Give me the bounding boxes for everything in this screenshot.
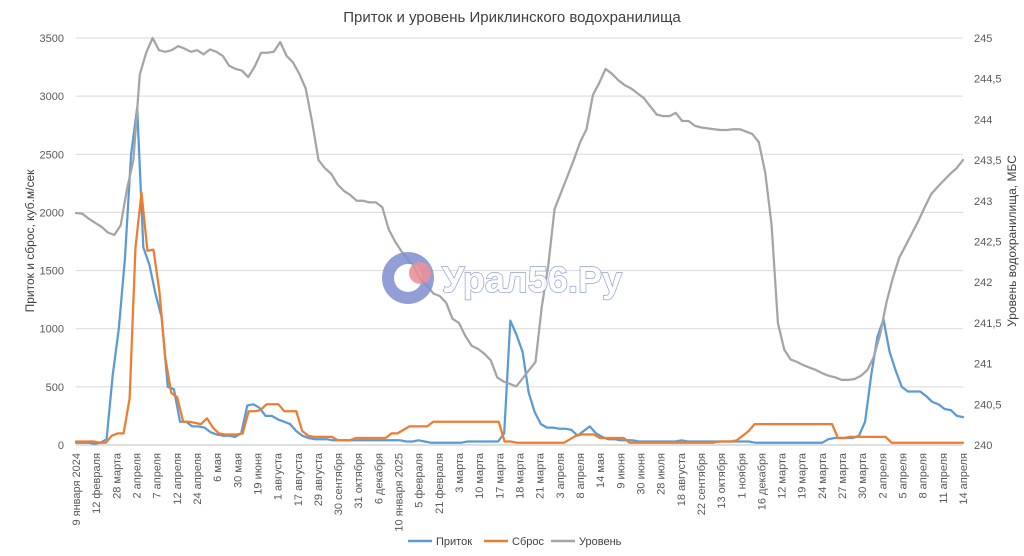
right-tick-label: 244,5 xyxy=(974,74,1002,86)
x-tick-label: 30 сентября xyxy=(333,453,345,515)
right-tick-label: 242 xyxy=(974,277,992,289)
x-tick-label: 16 декабря xyxy=(756,453,768,510)
gridlines xyxy=(76,37,963,446)
x-tick-label: 19 марта xyxy=(797,452,809,499)
x-tick-label: 9 июня xyxy=(615,453,627,489)
x-tick-label: 5 февраля xyxy=(414,453,426,508)
x-tick-label: 14 апреля xyxy=(958,453,970,505)
x-tick-label: 12 апреля xyxy=(172,453,184,505)
x-tick-label: 11 апреля xyxy=(938,453,950,504)
x-tick-label: 24 апреля xyxy=(192,453,204,505)
watermark-text: Урал56.Ру xyxy=(442,259,622,300)
left-axis-title: Приток и сброс, куб.м/сек xyxy=(23,169,37,313)
x-tick-label: 12 февраля xyxy=(91,453,103,514)
x-tick-label: 30 мая xyxy=(232,453,244,488)
x-tick-label: 6 декабря xyxy=(373,453,385,504)
legend: Приток Сброс Уровень xyxy=(408,536,622,548)
left-tick-label: 0 xyxy=(58,440,64,452)
x-tick-label: 7 апреля xyxy=(152,453,164,499)
x-tick-label: 2 апреля xyxy=(877,453,889,499)
right-tick-label: 243 xyxy=(974,196,992,208)
x-tick-label: 8 апреля xyxy=(575,453,587,499)
watermark: Урал56.Ру xyxy=(382,252,623,304)
series-line-3 xyxy=(74,36,965,388)
left-tick-label: 3000 xyxy=(40,91,64,103)
right-tick-label: 241,5 xyxy=(974,318,1002,330)
x-tick-label: 3 марта xyxy=(454,452,466,493)
x-tick-label: 6 мая xyxy=(212,453,224,482)
left-tick-label: 3500 xyxy=(40,33,64,45)
right-axis-ticks: 240 240,5 241 241,5 242 242,5 243 243,5 244 244,5… xyxy=(974,33,1002,452)
x-tick-label: 19 июня xyxy=(252,453,264,495)
x-axis-ticks: 9 января 2024 12 февраля 28 марта 2 апреля 7… xyxy=(71,452,970,532)
x-tick-label: 21 февраля xyxy=(434,453,446,514)
right-tick-label: 241 xyxy=(974,359,992,371)
x-tick-label: 8 апреля xyxy=(918,453,930,499)
x-tick-label: 17 марта xyxy=(494,452,506,499)
right-tick-label: 243,5 xyxy=(974,155,1002,167)
left-tick-label: 1500 xyxy=(40,266,64,278)
left-tick-label: 2500 xyxy=(40,149,64,161)
left-tick-label: 2000 xyxy=(40,207,64,219)
right-tick-label: 240,5 xyxy=(974,399,1002,411)
x-tick-label: 31 октября xyxy=(353,453,365,509)
x-tick-label: 24 марта xyxy=(817,452,829,499)
legend-label: Сброс xyxy=(512,536,544,548)
left-tick-label: 500 xyxy=(46,382,64,394)
left-tick-label: 1000 xyxy=(40,324,64,336)
right-tick-label: 245 xyxy=(974,33,992,45)
x-tick-label: 13 октября xyxy=(716,453,728,509)
legend-label: Приток xyxy=(436,536,472,548)
x-tick-label: 28 июля xyxy=(656,453,668,495)
series-line-2 xyxy=(74,191,965,444)
x-tick-label: 14 мая xyxy=(595,453,607,488)
x-tick-label: 21 марта xyxy=(535,452,547,499)
watermark-logo-dot xyxy=(409,262,431,284)
x-tick-label: 1 ноября xyxy=(736,453,748,499)
chart-title: Приток и уровень Ириклинского водохранил… xyxy=(343,9,681,26)
right-axis-title: Уровень водохранилища, МБС xyxy=(1005,155,1019,327)
x-tick-label: 1 августа xyxy=(273,452,285,500)
series-lines xyxy=(74,36,965,445)
x-tick-label: 10 января 2025 xyxy=(394,453,406,532)
x-tick-label: 28 марта xyxy=(111,452,123,499)
right-tick-label: 242,5 xyxy=(974,237,1002,249)
x-tick-label: 30 июня xyxy=(635,453,647,495)
right-tick-label: 240 xyxy=(974,440,992,452)
x-tick-label: 5 апреля xyxy=(898,453,910,499)
legend-label: Уровень xyxy=(579,536,622,548)
x-tick-label: 22 сентября xyxy=(696,453,708,515)
x-tick-label: 3 апреля xyxy=(555,453,567,499)
x-tick-label: 2 апреля xyxy=(131,453,143,499)
x-tick-label: 27 марта xyxy=(837,452,849,499)
x-tick-label: 29 августа xyxy=(313,452,325,506)
right-tick-label: 244 xyxy=(974,114,992,126)
x-tick-label: 17 августа xyxy=(293,452,305,506)
x-tick-label: 9 января 2024 xyxy=(71,453,83,526)
series-line-1 xyxy=(74,106,965,445)
left-axis-ticks: 0 500 1000 1500 2000 2500 3000 3500 xyxy=(40,33,64,452)
x-tick-label: 18 августа xyxy=(676,452,688,506)
x-tick-label: 10 марта xyxy=(474,452,486,499)
x-tick-label: 12 марта xyxy=(777,452,789,499)
x-tick-label: 18 марта xyxy=(515,452,527,499)
x-tick-label: 30 марта xyxy=(857,452,869,499)
